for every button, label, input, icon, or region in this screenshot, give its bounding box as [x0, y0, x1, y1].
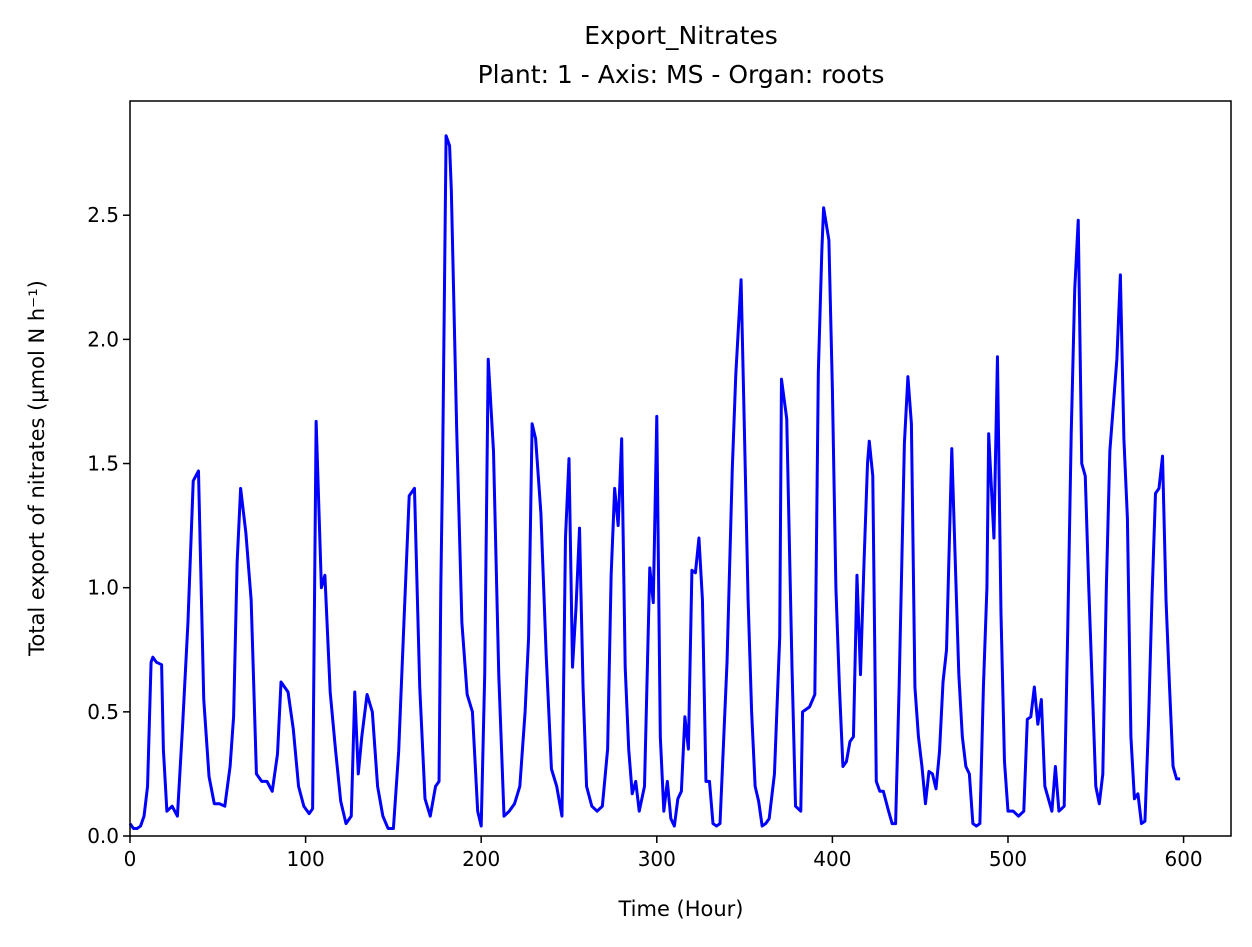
chart-subtitle: Plant: 1 - Axis: MS - Organ: roots	[478, 60, 885, 89]
y-axis-label: Total export of nitrates (µmol N h⁻¹)	[25, 280, 49, 657]
y-tick-label: 2.0	[87, 327, 119, 351]
y-tick-label: 0.0	[87, 824, 119, 848]
y-tick-label: 2.5	[87, 203, 119, 227]
x-axis-label: Time (Hour)	[617, 897, 743, 921]
y-tick-label: 0.5	[87, 700, 119, 724]
x-tick-label: 200	[462, 847, 500, 871]
x-tick-label: 600	[1164, 847, 1202, 871]
x-tick-label: 300	[638, 847, 676, 871]
x-tick-label: 100	[287, 847, 325, 871]
data-line	[128, 134, 1181, 831]
plot-frame	[129, 100, 1232, 837]
x-tick-label: 400	[813, 847, 851, 871]
x-tick-label: 0	[124, 847, 137, 871]
y-tick-label: 1.5	[87, 452, 119, 476]
y-tick-label: 1.0	[87, 576, 119, 600]
x-tick-label: 500	[989, 847, 1027, 871]
chart-title: Export_Nitrates	[584, 21, 778, 50]
